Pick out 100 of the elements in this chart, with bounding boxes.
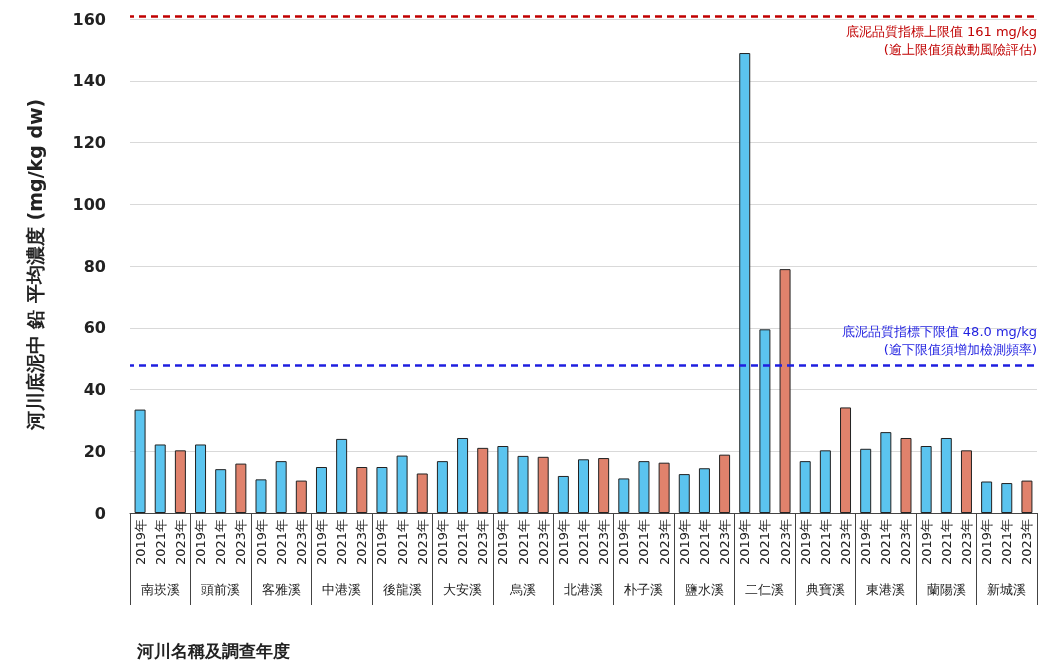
bar [195,444,207,513]
bar [799,461,811,513]
text: 新城溪 [987,582,1027,597]
bar [658,462,670,513]
bar [356,467,368,513]
x-tick-label: 2023年 [717,519,733,566]
bar [739,53,751,513]
bar [819,450,831,513]
x-tick-label: 2019年 [193,519,209,566]
x-tick-label: 2021年 [152,519,168,566]
bar [235,463,247,513]
x-tick-label: 2023年 [414,519,430,566]
text: 蘭陽溪 [926,582,966,597]
bar [840,407,852,513]
x-tick-label: 2021年 [394,519,410,566]
x-tick-label: 2021年 [576,519,591,566]
text: 南崁溪 [140,582,180,597]
bar [255,479,267,513]
bar [497,446,509,513]
x-tick-label: 2021年 [938,519,954,566]
ref-line-label: 底泥品質指標下限值 48.0 mg/kg (逾下限值須增加檢測頻率) [841,324,1037,358]
text: 頭前溪 [201,582,241,597]
x-tick-label: 2019年 [374,519,390,566]
x-tick-label: 2019年 [313,519,329,566]
bar [416,473,428,513]
x-tick-label: 2021年 [334,519,350,566]
bar [960,450,972,513]
y-axis-title: 河川底泥中 鉛 平均濃度 (mg/kg dw) [23,98,46,432]
y-tick-label: 60 [83,318,106,338]
ref-line-label: 底泥品質指標上限值 161 mg/kg (逾上限值須啟動風險評估) [845,23,1037,57]
bar [457,437,469,513]
y-tick-label: 160 [72,9,106,29]
bar [154,444,166,513]
x-tick-label: 2021年 [515,519,531,566]
x-tick-label: 2023年 [1019,519,1035,566]
bar [174,450,186,513]
x-tick-label: 2021年 [817,519,833,566]
bar [295,480,307,513]
text: 朴子溪 [623,582,664,597]
x-tick-label: 2023年 [898,519,914,566]
bar [477,447,489,513]
x-tick-label: 2023年 [596,519,612,566]
x-tick-label: 2021年 [273,519,289,566]
x-tick-label: 2019年 [132,519,148,566]
bar [759,329,771,513]
y-tick-label: 0 [94,503,106,523]
x-tick-label: 2023年 [535,519,551,566]
text: 中港溪 [322,582,362,597]
x-tick-label: 2023年 [233,519,249,566]
bar [315,467,327,513]
x-tick-label: 2019年 [737,519,753,566]
bar [396,455,408,513]
x-tick-label: 2019年 [676,519,692,566]
bar [920,446,932,513]
x-tick-label: 2021年 [999,519,1015,566]
bar [517,455,529,513]
bar [537,456,549,513]
bar [1001,483,1013,513]
x-tick-label: 2023年 [958,519,974,566]
bar [860,448,872,513]
x-tick-label: 2023年 [838,519,854,566]
text: 烏溪 [509,582,537,597]
x-tick-label: 2023年 [172,519,188,566]
x-tick-label: 2019年 [797,519,813,566]
bar [557,475,569,513]
bar [618,478,630,513]
bar [981,481,993,513]
bar [134,409,146,513]
y-tick-label: 140 [72,71,106,91]
y-tick-label: 100 [72,194,106,214]
x-tick-label: 2023年 [293,519,309,566]
x-tick-label: 2019年 [434,519,450,566]
x-tick-label: 2019年 [918,519,934,566]
text: 二仁溪 [745,582,785,597]
bar [900,437,912,513]
text: 北港溪 [564,582,603,597]
text: 鹽水溪 [684,582,724,597]
x-tick-label: 2019年 [979,519,995,566]
x-tick-label: 2019年 [495,519,511,566]
text: 客雅溪 [261,582,301,597]
x-tick-label: 2023年 [475,519,491,566]
x-tick-label: 2023年 [656,519,672,566]
x-tick-label: 2021年 [696,519,712,566]
text: 後龍溪 [382,582,422,597]
x-tick-label: 2021年 [213,519,229,566]
x-tick-label: 2023年 [777,519,793,566]
y-tick-label: 40 [83,380,106,400]
x-tick-label: 2023年 [354,519,370,566]
bar [275,461,287,513]
x-tick-label: 2019年 [616,519,632,566]
x-tick-label: 2019年 [555,519,571,566]
text: 典寶溪 [805,582,845,597]
bar [578,459,589,513]
x-tick-label: 2019年 [858,519,874,566]
text: 大安溪 [443,582,483,597]
bar [1021,480,1033,513]
x-tick-label: 2021年 [878,519,894,566]
bar [638,461,650,513]
y-tick-label: 20 [83,441,106,461]
bar [940,437,952,513]
